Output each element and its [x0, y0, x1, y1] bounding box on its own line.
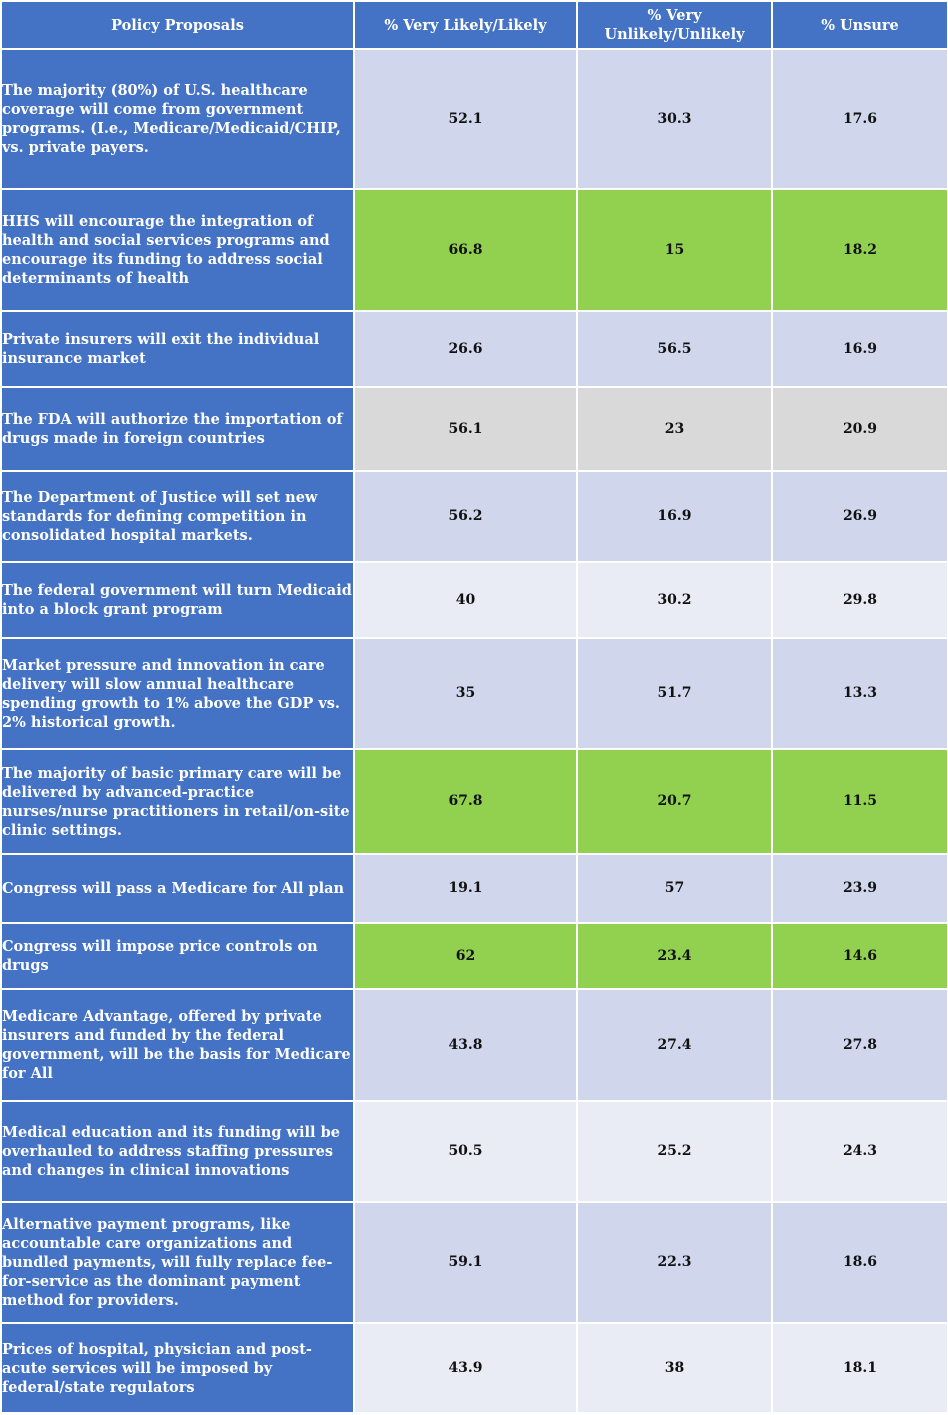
- unlikely-cell: 38: [576, 1322, 773, 1414]
- unlikely-cell: 23: [576, 386, 773, 472]
- unlikely-cell: 51.7: [576, 637, 773, 750]
- likely-cell: 56.2: [353, 470, 578, 563]
- likely-cell: 26.6: [353, 310, 578, 388]
- unlikely-cell: 56.5: [576, 310, 773, 388]
- unsure-cell: 27.8: [771, 988, 948, 1102]
- header-unsure: % Unsure: [771, 0, 948, 50]
- unlikely-cell: 15: [576, 188, 773, 312]
- unsure-cell: 23.9: [771, 853, 948, 924]
- proposal-cell: The federal government will turn Medicai…: [0, 561, 355, 639]
- likely-cell: 52.1: [353, 48, 578, 190]
- header-very-likely-likely: % Very Likely/Likely: [353, 0, 578, 50]
- unsure-cell: 14.6: [771, 922, 948, 990]
- table-row: The federal government will turn Medicai…: [0, 561, 948, 639]
- table-row: HHS will encourage the integration of he…: [0, 188, 948, 312]
- unsure-cell: 20.9: [771, 386, 948, 472]
- proposal-cell: The Department of Justice will set new s…: [0, 470, 355, 563]
- unlikely-cell: 23.4: [576, 922, 773, 990]
- unlikely-cell: 57: [576, 853, 773, 924]
- table-row: Congress will impose price controls on d…: [0, 922, 948, 990]
- table-row: The majority of basic primary care will …: [0, 748, 948, 855]
- table-row: Prices of hospital, physician and post-a…: [0, 1322, 948, 1414]
- table-row: Medicare Advantage, offered by private i…: [0, 988, 948, 1102]
- table-row: Market pressure and innovation in care d…: [0, 637, 948, 750]
- table-row: The majority (80%) of U.S. healthcare co…: [0, 48, 948, 190]
- table-row: Alternative payment programs, like accou…: [0, 1201, 948, 1324]
- unsure-cell: 29.8: [771, 561, 948, 639]
- header-policy-proposals: Policy Proposals: [0, 0, 355, 50]
- table-row: Congress will pass a Medicare for All pl…: [0, 853, 948, 924]
- likely-cell: 62: [353, 922, 578, 990]
- unsure-cell: 18.6: [771, 1201, 948, 1324]
- table-row: Private insurers will exit the individua…: [0, 310, 948, 388]
- proposal-cell: Market pressure and innovation in care d…: [0, 637, 355, 750]
- unsure-cell: 17.6: [771, 48, 948, 190]
- header-row: Policy Proposals % Very Likely/Likely % …: [0, 0, 948, 50]
- likely-cell: 67.8: [353, 748, 578, 855]
- proposal-cell: Private insurers will exit the individua…: [0, 310, 355, 388]
- unsure-cell: 13.3: [771, 637, 948, 750]
- unlikely-cell: 25.2: [576, 1100, 773, 1203]
- proposal-cell: Congress will impose price controls on d…: [0, 922, 355, 990]
- unlikely-cell: 30.3: [576, 48, 773, 190]
- likely-cell: 43.9: [353, 1322, 578, 1414]
- unsure-cell: 16.9: [771, 310, 948, 388]
- table-row: The FDA will authorize the importation o…: [0, 386, 948, 472]
- likely-cell: 59.1: [353, 1201, 578, 1324]
- likely-cell: 43.8: [353, 988, 578, 1102]
- unsure-cell: 18.2: [771, 188, 948, 312]
- proposal-cell: The FDA will authorize the importation o…: [0, 386, 355, 472]
- unlikely-cell: 16.9: [576, 470, 773, 563]
- unsure-cell: 24.3: [771, 1100, 948, 1203]
- unsure-cell: 26.9: [771, 470, 948, 563]
- unlikely-cell: 30.2: [576, 561, 773, 639]
- likely-cell: 50.5: [353, 1100, 578, 1203]
- likely-cell: 40: [353, 561, 578, 639]
- likely-cell: 35: [353, 637, 578, 750]
- table-row: Medical education and its funding will b…: [0, 1100, 948, 1203]
- unsure-cell: 18.1: [771, 1322, 948, 1414]
- proposal-cell: Congress will pass a Medicare for All pl…: [0, 853, 355, 924]
- proposal-cell: Prices of hospital, physician and post-a…: [0, 1322, 355, 1414]
- proposal-cell: The majority (80%) of U.S. healthcare co…: [0, 48, 355, 190]
- proposal-cell: HHS will encourage the integration of he…: [0, 188, 355, 312]
- proposal-cell: Alternative payment programs, like accou…: [0, 1201, 355, 1324]
- likely-cell: 56.1: [353, 386, 578, 472]
- unlikely-cell: 27.4: [576, 988, 773, 1102]
- proposal-cell: Medical education and its funding will b…: [0, 1100, 355, 1203]
- likely-cell: 19.1: [353, 853, 578, 924]
- proposal-cell: Medicare Advantage, offered by private i…: [0, 988, 355, 1102]
- unsure-cell: 11.5: [771, 748, 948, 855]
- proposal-cell: The majority of basic primary care will …: [0, 748, 355, 855]
- unlikely-cell: 22.3: [576, 1201, 773, 1324]
- likely-cell: 66.8: [353, 188, 578, 312]
- header-very-unlikely-unlikely: % Very Unlikely/Unlikely: [576, 0, 773, 50]
- unlikely-cell: 20.7: [576, 748, 773, 855]
- table-row: The Department of Justice will set new s…: [0, 470, 948, 563]
